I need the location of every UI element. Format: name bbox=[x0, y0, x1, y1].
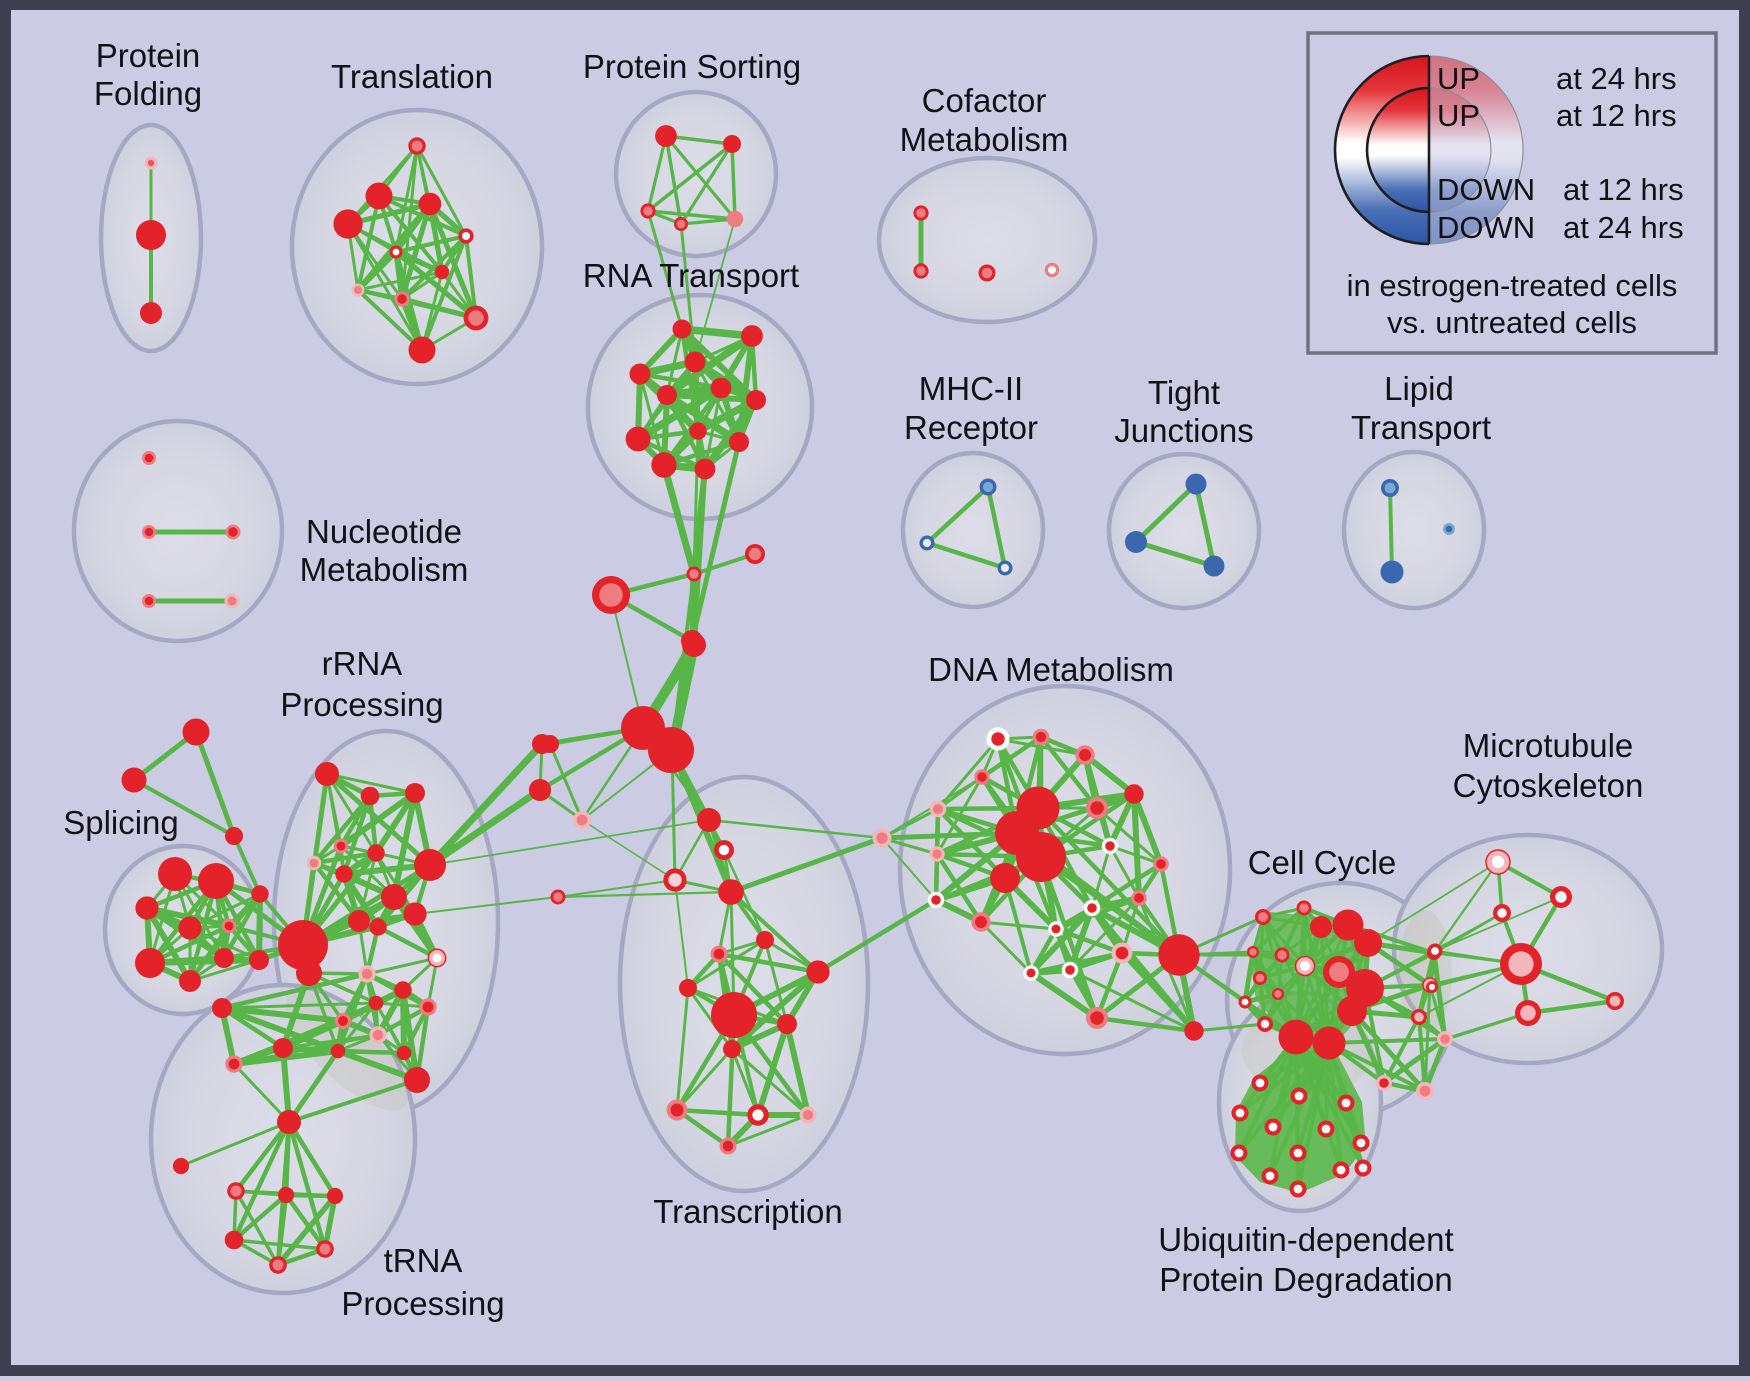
svg-text:Cytoskeleton: Cytoskeleton bbox=[1453, 767, 1644, 804]
svg-text:Microtubule: Microtubule bbox=[1463, 727, 1634, 764]
svg-text:Tight: Tight bbox=[1148, 374, 1220, 411]
svg-text:Metabolism: Metabolism bbox=[300, 551, 469, 588]
svg-text:at 12 hrs: at 12 hrs bbox=[1563, 172, 1684, 207]
svg-text:Processing: Processing bbox=[280, 686, 443, 723]
svg-text:Cofactor: Cofactor bbox=[922, 82, 1047, 119]
svg-text:Translation: Translation bbox=[331, 58, 493, 95]
svg-text:at 12 hrs: at 12 hrs bbox=[1556, 98, 1677, 133]
svg-text:at 24 hrs: at 24 hrs bbox=[1556, 61, 1677, 96]
svg-text:UP: UP bbox=[1437, 61, 1480, 96]
svg-text:Transcription: Transcription bbox=[653, 1193, 843, 1230]
svg-text:DNA Metabolism: DNA Metabolism bbox=[928, 651, 1174, 688]
svg-text:in estrogen-treated cells: in estrogen-treated cells bbox=[1347, 268, 1678, 303]
svg-text:RNA Transport: RNA Transport bbox=[583, 257, 799, 294]
svg-text:Nucleotide: Nucleotide bbox=[306, 513, 462, 550]
svg-text:Folding: Folding bbox=[94, 75, 202, 112]
svg-text:Cell Cycle: Cell Cycle bbox=[1248, 844, 1397, 881]
svg-text:DOWN: DOWN bbox=[1437, 210, 1535, 245]
svg-text:Protein Sorting: Protein Sorting bbox=[583, 48, 801, 85]
svg-text:Protein Degradation: Protein Degradation bbox=[1159, 1261, 1453, 1298]
svg-text:rRNA: rRNA bbox=[322, 645, 403, 682]
svg-text:Splicing: Splicing bbox=[63, 804, 179, 841]
svg-text:Junctions: Junctions bbox=[1114, 412, 1253, 449]
svg-text:at 24 hrs: at 24 hrs bbox=[1563, 210, 1684, 245]
svg-text:Transport: Transport bbox=[1351, 409, 1491, 446]
svg-text:UP: UP bbox=[1437, 98, 1480, 133]
svg-text:vs. untreated cells: vs. untreated cells bbox=[1387, 305, 1637, 340]
svg-text:tRNA: tRNA bbox=[384, 1242, 463, 1279]
svg-text:Protein: Protein bbox=[96, 37, 201, 74]
svg-text:Processing: Processing bbox=[341, 1285, 504, 1322]
svg-text:DOWN: DOWN bbox=[1437, 172, 1535, 207]
svg-text:Receptor: Receptor bbox=[904, 409, 1038, 446]
svg-text:Metabolism: Metabolism bbox=[900, 121, 1069, 158]
svg-text:Lipid: Lipid bbox=[1384, 370, 1454, 407]
svg-text:Ubiquitin-dependent: Ubiquitin-dependent bbox=[1158, 1221, 1453, 1258]
svg-text:MHC-II: MHC-II bbox=[919, 370, 1023, 407]
